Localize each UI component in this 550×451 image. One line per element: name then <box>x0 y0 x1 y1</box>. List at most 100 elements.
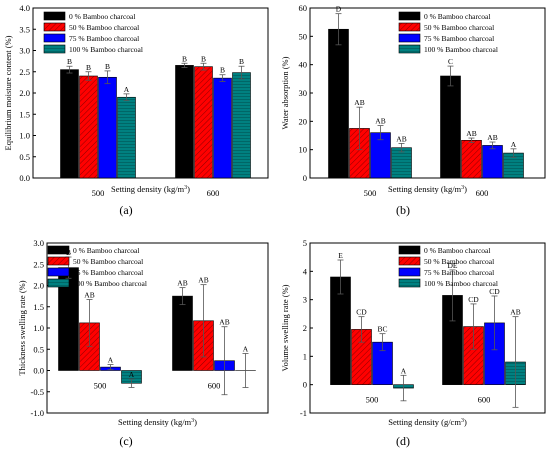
y-axis-label: Volume swelling rate (%) <box>280 284 290 371</box>
significance-label: A <box>243 345 249 354</box>
x-tick-label: 600 <box>207 188 220 198</box>
y-tick-label: 2.0 <box>19 88 30 98</box>
legend-swatch <box>43 22 66 32</box>
legend-swatch <box>398 11 421 21</box>
y-tick-label: 40 <box>299 60 308 70</box>
legend-swatch <box>43 44 66 54</box>
legend-swatch <box>398 44 421 54</box>
bar <box>440 75 461 179</box>
significance-label: C <box>448 57 453 66</box>
legend-swatch <box>47 245 70 255</box>
y-tick-label: 2.0 <box>33 281 44 291</box>
y-tick-label: 30 <box>299 88 308 98</box>
legend-label: 0 % Bamboo charcoal <box>69 12 135 21</box>
legend: 0 % Bamboo charcoal 50 % Bamboo charcoal 7… <box>47 245 147 288</box>
x-axis-label: Setting density (g/cm3) <box>388 417 467 427</box>
significance-label: B <box>105 62 110 71</box>
legend-label: 75 % Bamboo charcoal <box>424 268 494 277</box>
y-tick-label: 0 <box>303 173 307 183</box>
y-tick-label: 2.5 <box>33 259 44 269</box>
significance-label: B <box>86 63 91 72</box>
significance-label: AB <box>177 279 187 288</box>
significance-label: CD <box>468 295 479 304</box>
significance-label: A <box>401 366 407 375</box>
significance-label: AB <box>219 318 229 327</box>
significance-label: A <box>511 140 517 149</box>
bar <box>175 65 194 179</box>
significance-label: AB <box>396 134 406 143</box>
legend: 0 % Bamboo charcoal 50 % Bamboo charcoal 7… <box>398 245 498 288</box>
legend-label: 0 % Bamboo charcoal <box>424 246 490 255</box>
chart-panel-b: 0 10 20 30 40 50 60 500 600 Setting density (kg/m… <box>280 3 546 198</box>
legend-swatch <box>398 278 421 288</box>
significance-label: B <box>201 54 206 63</box>
y-tick-label: -0.5 <box>31 387 44 397</box>
y-tick-label: 4.0 <box>19 3 30 13</box>
significance-label: E <box>338 251 343 260</box>
significance-label: AB <box>487 133 497 142</box>
significance-label: AB <box>375 117 385 126</box>
x-tick-label: 500 <box>92 188 105 198</box>
legend: 0 % Bamboo charcoal 50 % Bamboo charcoal 7… <box>43 11 143 54</box>
legend: 0 % Bamboo charcoal 50 % Bamboo charcoal 7… <box>398 11 498 54</box>
y-tick-label: 5 <box>303 238 307 248</box>
significance-label: D <box>336 5 342 14</box>
bar <box>213 77 232 179</box>
y-tick-label: 0.0 <box>33 366 44 376</box>
x-tick-label: 500 <box>94 381 107 391</box>
legend-swatch <box>398 267 421 277</box>
x-tick-label: 600 <box>476 188 489 198</box>
chart-panel-d: -1 0 1 2 3 4 5 500 600 Setting density (g/cm3) Vol… <box>280 238 546 427</box>
legend-label: 100 % Bamboo charcoal <box>424 279 498 288</box>
bar <box>98 76 117 179</box>
significance-label: AB <box>84 291 94 300</box>
legend-swatch <box>398 245 421 255</box>
bar <box>79 75 98 179</box>
y-tick-label: 2 <box>303 323 307 333</box>
x-axis-label: Setting density (kg/m3) <box>111 184 190 194</box>
significance-label: DE <box>448 261 458 270</box>
x-tick-label: 600 <box>478 395 491 405</box>
y-tick-label: 0.5 <box>19 152 30 162</box>
legend-swatch <box>398 22 421 32</box>
significance-label: BC <box>377 325 387 334</box>
legend-swatch <box>47 278 70 288</box>
bar <box>194 66 213 179</box>
panel-caption-d: (d) <box>396 434 410 448</box>
panel-caption-c: (c) <box>119 434 132 448</box>
chart-panel-a: 0.0 0.5 1.0 1.5 2.0 2.5 3.0 3.5 4.0 500 600 Setting… <box>3 3 269 198</box>
y-tick-label: 3.0 <box>19 46 30 56</box>
y-axis-label: Water absorption (%) <box>280 56 290 129</box>
bar <box>172 295 193 371</box>
panel-caption-a: (a) <box>119 203 132 217</box>
y-axis-label: Equilibrium moisture content (%) <box>3 35 13 150</box>
x-axis-label: Setting density (kg/m3) <box>388 184 467 194</box>
legend-swatch <box>47 267 70 277</box>
y-tick-label: 0.5 <box>33 344 44 354</box>
y-axis-label: Thickness swelling rate (%) <box>17 280 27 375</box>
y-tick-label: 50 <box>299 31 308 41</box>
y-tick-label: 3.5 <box>19 24 30 34</box>
legend-label: 50 % Bamboo charcoal <box>73 257 143 266</box>
significance-label: B <box>239 57 244 66</box>
y-tick-label: 1.0 <box>19 131 30 141</box>
bar <box>482 145 503 179</box>
y-tick-label: 1.0 <box>33 323 44 333</box>
legend-label: 100 % Bamboo charcoal <box>424 45 498 54</box>
significance-label: CD <box>356 308 367 317</box>
legend-swatch <box>398 256 421 266</box>
bar <box>60 69 79 179</box>
y-tick-label: 4 <box>303 266 308 276</box>
bar <box>328 28 349 179</box>
bar <box>232 72 251 179</box>
x-tick-label: 600 <box>208 381 221 391</box>
bar <box>117 96 136 179</box>
significance-label: AB <box>510 308 520 317</box>
significance-label: B <box>182 54 187 63</box>
y-tick-label: 1.5 <box>19 109 30 119</box>
legend-swatch <box>43 11 66 21</box>
y-tick-label: 20 <box>299 116 308 126</box>
y-tick-label: 60 <box>299 3 308 13</box>
significance-label: B <box>67 57 72 66</box>
